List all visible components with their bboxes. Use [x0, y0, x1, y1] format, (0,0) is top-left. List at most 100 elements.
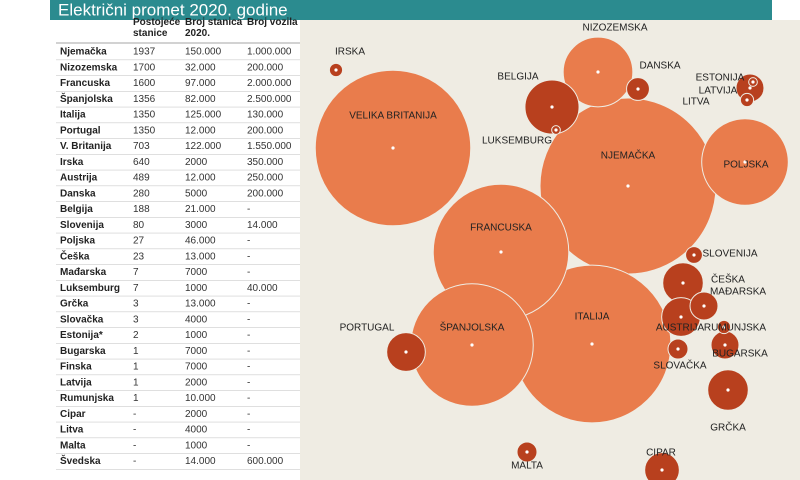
bubble-center: [751, 80, 755, 84]
country-name: Irska: [60, 157, 84, 168]
table-cell: -: [247, 236, 250, 247]
table-cell: 7000: [185, 346, 208, 357]
map-label: MALTA: [511, 461, 543, 472]
bubble-center: [636, 87, 640, 91]
map-label: MAĐARSKA: [710, 287, 766, 298]
table-cell: 7: [133, 267, 139, 278]
table-cell: 1000: [185, 283, 208, 294]
table-cell: -: [133, 440, 136, 451]
country-name: Danska: [60, 188, 96, 199]
table-cell: -: [247, 393, 250, 404]
table-cell: 7000: [185, 267, 208, 278]
country-name: Litva: [60, 425, 84, 436]
column-header: Broj stanica 2020.: [185, 17, 243, 39]
table-cell: 350.000: [247, 157, 284, 168]
table-cell: 14.000: [185, 456, 216, 467]
country-name: Švedska: [60, 454, 101, 467]
table-cell: 4000: [185, 314, 208, 325]
bubble-center: [702, 304, 706, 308]
table-cell: 13.000: [185, 299, 216, 310]
title-bar: [50, 0, 772, 20]
map-label: ESTONIJA: [696, 73, 745, 84]
table-cell: 640: [133, 157, 150, 168]
table-cell: -: [247, 425, 250, 436]
table-cell: -: [247, 330, 250, 341]
country-name: Francuska: [60, 78, 110, 89]
table-cell: -: [247, 299, 250, 310]
map-label: LUKSEMBURG: [482, 136, 552, 147]
table-cell: 200.000: [247, 188, 284, 199]
bubble-center: [692, 253, 696, 257]
map-label: SLOVAČKA: [653, 359, 706, 372]
table-cell: 600.000: [247, 456, 284, 467]
map-label: ITALIJA: [575, 312, 610, 323]
map-label: ČEŠKA: [711, 273, 745, 286]
table-cell: 3: [133, 299, 139, 310]
table-cell: -: [247, 377, 250, 388]
map-label: POLJSKA: [723, 160, 768, 171]
bubble-center: [590, 342, 594, 346]
table-cell: -: [247, 251, 250, 262]
table-cell: 200.000: [247, 62, 284, 73]
table-cell: -: [247, 267, 250, 278]
map-label: DANSKA: [639, 61, 680, 72]
country-name: Bugarska: [60, 346, 106, 357]
title: Električni promet 2020. godine: [58, 0, 288, 19]
table-cell: -: [133, 409, 136, 420]
table-cell: 280: [133, 188, 150, 199]
country-name: Italija: [60, 110, 86, 121]
bubble-center: [722, 325, 726, 329]
bubble-center: [391, 146, 395, 150]
bubble-center: [723, 343, 727, 347]
table-cell: 80: [133, 220, 145, 231]
table-cell: 1: [133, 393, 139, 404]
table-cell: 188: [133, 204, 150, 215]
bubble-center: [334, 68, 338, 72]
table-cell: 14.000: [247, 220, 278, 231]
bubble-center: [525, 450, 529, 454]
table-cell: 5000: [185, 188, 208, 199]
table-cell: -: [247, 362, 250, 373]
country-name: Luksemburg: [60, 283, 120, 294]
country-name: Nizozemska: [60, 62, 118, 73]
table-cell: -: [247, 204, 250, 215]
table-cell: 1000: [185, 440, 208, 451]
map-label: LATVIJA: [699, 86, 738, 97]
table-cell: 489: [133, 173, 150, 184]
map-label: NJEMAČKA: [601, 149, 656, 162]
map-label: IRSKA: [335, 47, 365, 58]
table-cell: 2000: [185, 377, 208, 388]
bubble-center: [499, 250, 503, 254]
country-name: Portugal: [60, 125, 101, 136]
table-cell: 82.000: [185, 94, 216, 105]
table-cell: 3000: [185, 220, 208, 231]
table-cell: 97.000: [185, 78, 216, 89]
column-header: Broj vozila: [247, 17, 298, 28]
bubble-center: [554, 128, 558, 132]
country-name: Finska: [60, 362, 92, 373]
map-label: BELGIJA: [497, 72, 538, 83]
country-name: Poljska: [60, 236, 95, 247]
bubble-center: [596, 70, 600, 74]
table-cell: 13.000: [185, 251, 216, 262]
country-name: Slovenija: [60, 220, 104, 231]
bubble-center: [743, 160, 747, 164]
table-cell: 46.000: [185, 236, 216, 247]
table-cell: 1356: [133, 94, 156, 105]
table-cell: 2.000.000: [247, 78, 292, 89]
table-cell: 3: [133, 314, 139, 325]
country-name: Slovačka: [60, 314, 104, 325]
bubble-center: [681, 281, 685, 285]
table-cell: 1: [133, 362, 139, 373]
table-cell: 150.000: [185, 47, 222, 58]
table-cell: 1937: [133, 47, 156, 58]
bubble-center: [626, 184, 630, 188]
table-cell: 2000: [185, 409, 208, 420]
country-name: V. Britanija: [60, 141, 112, 152]
bubble-center: [748, 86, 752, 90]
table-cell: 1600: [133, 78, 156, 89]
table-cell: 2000: [185, 157, 208, 168]
map-label: NIZOZEMSKA: [582, 23, 647, 34]
